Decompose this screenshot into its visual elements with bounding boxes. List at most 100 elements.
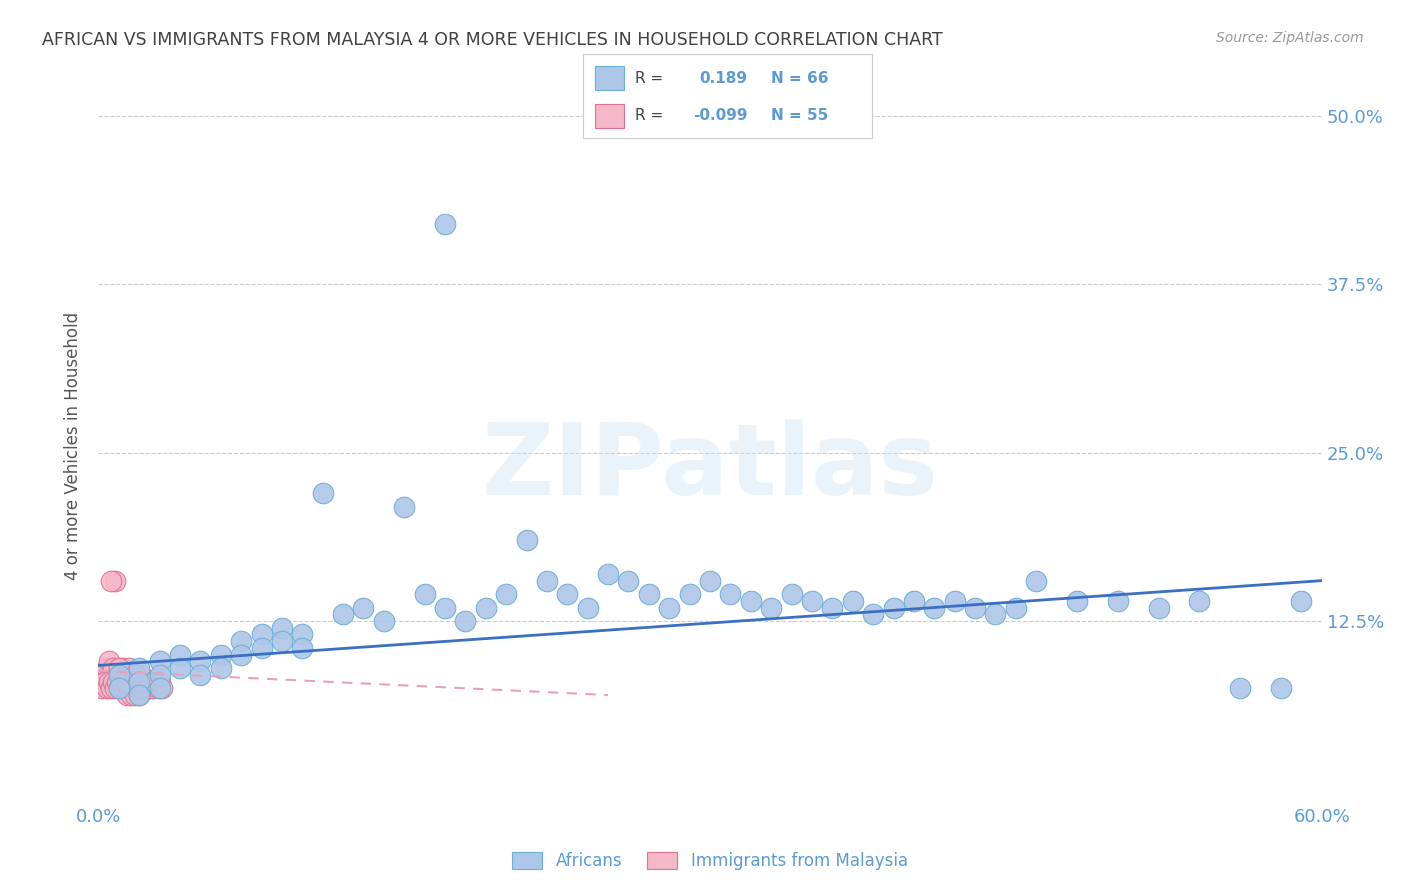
Point: [108, 674, 131, 689]
Point: [111, 661, 134, 675]
Point: [93, 668, 115, 682]
Legend: Africans, Immigrants from Malaysia: Africans, Immigrants from Malaysia: [506, 845, 914, 877]
Point: [114, 674, 136, 689]
Text: R =: R =: [636, 70, 664, 86]
Point: [122, 681, 145, 696]
Text: R =: R =: [636, 108, 664, 123]
Point: [413, 587, 436, 601]
Point: [101, 661, 124, 675]
Point: [149, 681, 172, 696]
Point: [312, 486, 335, 500]
Point: [145, 674, 167, 689]
Point: [352, 600, 374, 615]
Text: Source: ZipAtlas.com: Source: ZipAtlas.com: [1216, 31, 1364, 45]
Point: [903, 594, 925, 608]
Point: [270, 634, 294, 648]
Point: [128, 674, 150, 689]
FancyBboxPatch shape: [595, 66, 624, 90]
Point: [209, 661, 232, 675]
Point: [169, 661, 191, 675]
Point: [576, 600, 599, 615]
Point: [598, 566, 620, 581]
Point: [91, 674, 114, 689]
Point: [146, 681, 169, 696]
Text: 0.189: 0.189: [699, 70, 747, 86]
Point: [1004, 600, 1026, 615]
Point: [91, 681, 114, 696]
Point: [801, 594, 824, 608]
Point: [115, 668, 138, 682]
Point: [638, 587, 661, 601]
Point: [115, 674, 138, 689]
Point: [136, 674, 159, 689]
Point: [97, 655, 120, 669]
Point: [108, 681, 131, 696]
Point: [110, 668, 132, 682]
Point: [291, 627, 314, 641]
Point: [169, 648, 191, 662]
Point: [120, 668, 142, 682]
Point: [536, 574, 558, 588]
Point: [1188, 594, 1211, 608]
Point: [124, 668, 146, 682]
Point: [1025, 574, 1047, 588]
Point: [127, 681, 149, 696]
Point: [142, 681, 165, 696]
Point: [128, 661, 150, 675]
Point: [965, 600, 987, 615]
Point: [124, 688, 146, 702]
Point: [132, 674, 155, 689]
Point: [1291, 594, 1313, 608]
Point: [699, 574, 721, 588]
Point: [270, 621, 294, 635]
Point: [104, 574, 127, 588]
Point: [100, 681, 122, 696]
Point: [105, 668, 128, 682]
Point: [761, 600, 783, 615]
Point: [138, 681, 160, 696]
Point: [100, 668, 122, 682]
Point: [128, 688, 150, 702]
Point: [557, 587, 579, 601]
Point: [120, 688, 142, 702]
Point: [1147, 600, 1170, 615]
Point: [617, 574, 640, 588]
Point: [434, 217, 457, 231]
Point: [149, 655, 172, 669]
Point: [1107, 594, 1129, 608]
Point: [105, 674, 128, 689]
Point: [97, 674, 120, 689]
Point: [474, 600, 498, 615]
Point: [104, 681, 127, 696]
Point: [922, 600, 945, 615]
Point: [720, 587, 742, 601]
Point: [114, 674, 136, 689]
Point: [250, 627, 273, 641]
Point: [108, 681, 131, 696]
Point: [1229, 681, 1251, 696]
Point: [122, 674, 145, 689]
Point: [149, 668, 172, 682]
Point: [434, 600, 457, 615]
Text: ZIPatlas: ZIPatlas: [482, 419, 938, 516]
Point: [679, 587, 702, 601]
Point: [862, 607, 884, 622]
Point: [101, 674, 124, 689]
Point: [111, 681, 134, 696]
Point: [740, 594, 762, 608]
Point: [291, 640, 314, 655]
Point: [780, 587, 803, 601]
Point: [516, 533, 538, 548]
Point: [108, 661, 131, 675]
Point: [124, 668, 146, 682]
Point: [188, 655, 212, 669]
Point: [115, 688, 138, 702]
Point: [93, 674, 115, 689]
Point: [149, 674, 172, 689]
Point: [100, 574, 122, 588]
Point: [141, 674, 163, 689]
Point: [118, 681, 141, 696]
Point: [132, 674, 155, 689]
Point: [128, 688, 150, 702]
Point: [231, 648, 253, 662]
